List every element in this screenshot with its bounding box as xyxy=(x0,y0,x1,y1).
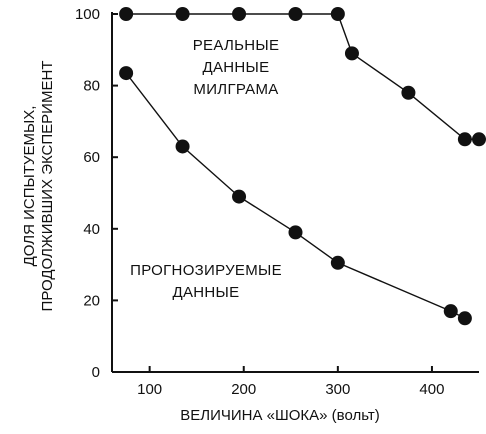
y-tick-label: 0 xyxy=(92,364,100,381)
data-point-actual xyxy=(232,7,247,21)
annotation-predicted: ПРОГНОЗИРУЕМЫЕ xyxy=(130,262,282,279)
x-tick-label: 200 xyxy=(231,381,256,398)
x-axis-title: ВЕЛИЧИНА «ШОКА» (вольт) xyxy=(180,407,380,424)
data-point-actual xyxy=(401,85,416,100)
data-point-actual xyxy=(330,7,345,21)
data-point-predicted xyxy=(457,311,472,326)
y-tick-label: 100 xyxy=(75,6,100,23)
data-point-predicted xyxy=(175,139,190,154)
y-tick-label: 20 xyxy=(83,292,100,309)
data-point-actual xyxy=(119,7,134,21)
data-point-predicted xyxy=(443,304,458,319)
data-point-actual xyxy=(457,132,472,147)
series-line-predicted xyxy=(125,72,466,319)
series-line-actual xyxy=(126,13,479,141)
data-point-actual xyxy=(175,7,190,21)
data-point-actual xyxy=(288,7,303,21)
x-tick-label: 400 xyxy=(419,381,444,398)
data-point-predicted xyxy=(330,255,345,270)
data-point-actual xyxy=(472,132,486,147)
y-tick-label: 80 xyxy=(83,78,100,95)
annotation-predicted: ДАННЫЕ xyxy=(173,284,240,301)
annotation-actual: РЕАЛЬНЫЕ xyxy=(193,37,280,54)
y-axis-title: ДОЛЯ ИСПЫТУЕМЫХ, ПРОДОЛЖИВШИХ ЭКСПЕРИМЕН… xyxy=(21,61,56,312)
y-axis-title-line-1: ДОЛЯ ИСПЫТУЕМЫХ, xyxy=(21,106,38,267)
data-point-predicted xyxy=(119,66,134,81)
data-point-predicted xyxy=(288,225,303,240)
data-point-actual xyxy=(344,46,359,61)
data-point-predicted xyxy=(232,189,247,204)
plot-area: 0 20 40 60 80 100 100 200 300 400 РЕАЛЬНЫЕ ДАННЫЕ МИ… xyxy=(75,6,486,398)
annotation-actual: ДАННЫЕ xyxy=(203,59,270,76)
y-axis-title-line-2: ПРОДОЛЖИВШИХ ЭКСПЕРИМЕНТ xyxy=(39,61,56,312)
x-tick-label: 100 xyxy=(137,381,162,398)
x-tick-label: 300 xyxy=(325,381,350,398)
y-tick-label: 40 xyxy=(83,221,100,238)
y-tick-label: 60 xyxy=(83,149,100,166)
annotation-actual: МИЛГРАМА xyxy=(193,81,278,98)
